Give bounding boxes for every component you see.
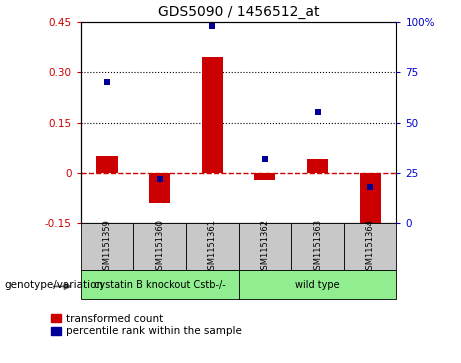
Bar	[81, 270, 239, 299]
Bar	[133, 223, 186, 270]
Bar	[307, 159, 328, 173]
Bar	[202, 57, 223, 173]
Bar	[96, 156, 118, 173]
Bar	[149, 173, 170, 203]
Text: GSM1151361: GSM1151361	[208, 219, 217, 275]
Bar	[344, 223, 396, 270]
Text: cystatin B knockout Cstb-/-: cystatin B knockout Cstb-/-	[94, 280, 225, 290]
Bar	[360, 173, 381, 233]
Bar	[186, 223, 239, 270]
Text: genotype/variation: genotype/variation	[5, 280, 104, 290]
Bar	[81, 223, 133, 270]
Bar	[239, 223, 291, 270]
Text: GSM1151364: GSM1151364	[366, 219, 375, 275]
Bar	[291, 223, 344, 270]
Text: GSM1151362: GSM1151362	[260, 219, 269, 275]
Bar	[239, 270, 396, 299]
Text: GSM1151360: GSM1151360	[155, 219, 164, 275]
Title: GDS5090 / 1456512_at: GDS5090 / 1456512_at	[158, 5, 319, 19]
Text: GSM1151359: GSM1151359	[102, 219, 112, 275]
Legend: transformed count, percentile rank within the sample: transformed count, percentile rank withi…	[51, 314, 242, 337]
Text: wild type: wild type	[295, 280, 340, 290]
Text: GSM1151363: GSM1151363	[313, 219, 322, 275]
Bar	[254, 173, 275, 180]
